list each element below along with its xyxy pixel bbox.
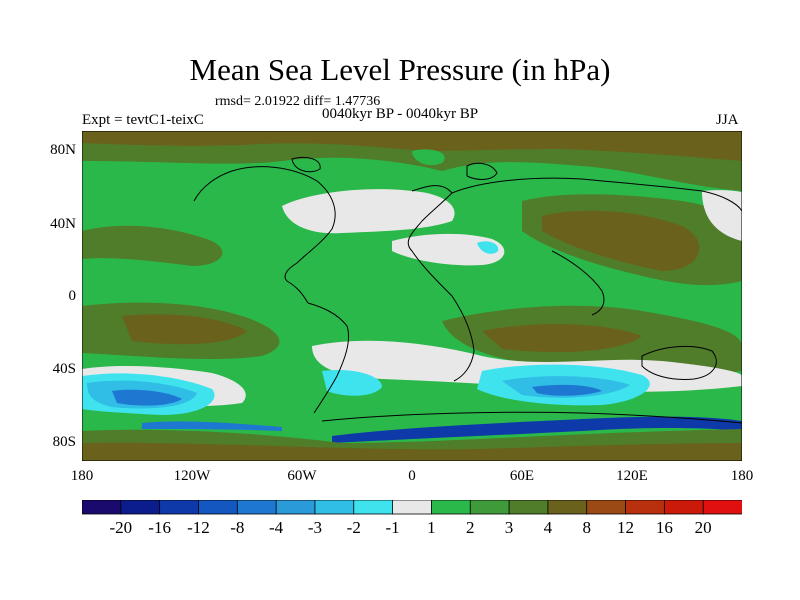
colorbar-swatch [314,500,355,515]
period-label: 0040kyr BP - 0040kyr BP [322,106,479,122]
lat-tick: 80N [50,142,76,158]
colorbar-label: 1 [427,518,436,537]
colorbar-swatch [120,500,161,515]
colorbar-swatch [586,500,627,515]
colorbar-swatch [159,500,200,515]
lon-tick: 120E [616,468,648,484]
colorbar-label: 20 [694,518,712,537]
map-title: Mean Sea Level Pressure (in hPa) [189,52,611,87]
lon-tick: 120W [173,468,211,484]
lon-tick: 180 [70,468,94,484]
colorbar-label: -2 [346,518,361,537]
colorbar-swatch [198,500,239,515]
coastlines [193,156,742,424]
lon-tick: 0 [408,468,416,484]
field-antarctic-low [332,416,742,443]
colorbar-swatch [82,500,122,515]
lat-tick: 0 [68,288,77,304]
colorbar-swatch [663,500,705,515]
colorbar-swatch [702,500,742,515]
colorbar-label: 8 [582,518,591,537]
colorbar-label: -20 [109,518,133,537]
colorbar-label: -12 [187,518,210,537]
lon-tick: 60E [509,468,535,484]
colorbar-label: -1 [385,518,400,537]
lon-tick: 180 [730,468,754,484]
field-nh-gray [282,189,455,234]
rmsd-diff-stats: rmsd= 2.01922 diff= 1.47736 [215,94,381,109]
colorbar-label: 12 [617,518,635,537]
colorbar-swatch [275,500,316,515]
colorbar-swatch [625,500,666,515]
colorbar-label: -8 [230,518,245,537]
colorbar-label: -16 [148,518,171,537]
colorbar-swatch [353,500,394,515]
lat-tick: 40N [50,216,76,232]
colorbar-swatch [547,500,588,515]
season-label: JJA [716,112,739,128]
field-arctic-high [82,131,742,161]
lon-tick: 60W [287,468,317,484]
colorbar-swatch [392,500,433,515]
colorbar-label: -3 [307,518,323,537]
colorbar-label: 16 [655,518,673,537]
lat-tick: 40S [52,361,76,377]
colorbar-swatch [469,500,510,515]
lat-tick: 80S [52,434,76,450]
colorbar-swatch [431,500,472,515]
colorbar-label: 4 [543,518,553,537]
pressure-map [82,131,742,461]
colorbar-swatch [508,500,549,515]
experiment-label: Expt = tevtC1-teixC [82,112,204,128]
colorbar-label: -4 [269,518,284,537]
colorbar-label: 3 [504,518,514,537]
colorbar-label: 2 [465,518,475,537]
colorbar [82,500,742,515]
colorbar-swatch [236,500,278,515]
